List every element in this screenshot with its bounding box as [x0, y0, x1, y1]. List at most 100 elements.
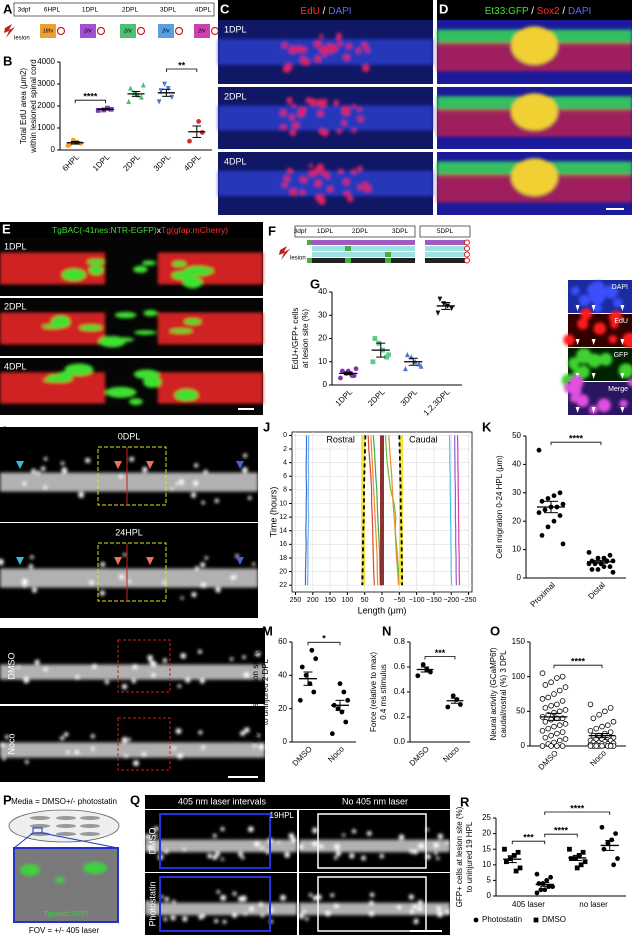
neuron [308, 893, 313, 897]
edu-nucleus [292, 122, 300, 130]
neuron [351, 829, 357, 834]
neuron [171, 915, 176, 921]
edu-nucleus [346, 43, 352, 50]
neuron [193, 480, 199, 486]
neuron [162, 658, 168, 663]
neuron [30, 555, 34, 559]
title-part: Sox2 [537, 6, 560, 17]
neuron [330, 893, 335, 898]
x-tick-label: 1DPL [91, 152, 112, 173]
trace-line [398, 435, 403, 586]
neuron [144, 833, 151, 840]
data-point [548, 732, 554, 739]
neuron [436, 906, 442, 911]
data-point [556, 737, 563, 744]
neuron [232, 912, 238, 918]
edu-nucleus [298, 106, 306, 114]
data-point [607, 743, 614, 749]
data-point [587, 701, 594, 708]
column-label: No 405 nm laser [342, 796, 408, 806]
neuron [258, 901, 264, 907]
neuron [276, 840, 281, 844]
significance-label: * [322, 634, 326, 644]
nucleus [610, 310, 623, 322]
y-tick-label: 40 [278, 670, 287, 679]
timeline [419, 225, 471, 238]
neuron [60, 461, 65, 466]
significance-bracket [424, 656, 456, 660]
y-tick-label: 3000 [37, 79, 55, 88]
neuron [425, 854, 431, 860]
edu-nucleus [302, 58, 310, 66]
data-point [353, 366, 359, 372]
panel-title: Et33:GFP / Sox2 / DAPI [485, 6, 592, 17]
panel-label: E [2, 221, 11, 236]
neuron [31, 468, 36, 474]
y-tick-label: 20 [512, 516, 521, 525]
scale-bar [238, 408, 254, 410]
gfp-signal [172, 261, 187, 267]
neuron [180, 653, 186, 659]
data-point [545, 496, 551, 501]
neuron [203, 469, 208, 474]
neuron [121, 736, 128, 743]
neuron [99, 590, 105, 596]
data-point [545, 725, 552, 732]
neuron [241, 856, 245, 860]
data-point [559, 673, 566, 680]
neuron [85, 457, 91, 464]
data-point [504, 859, 509, 865]
neuron [34, 659, 40, 665]
x-tick-label: DMSO [408, 745, 431, 768]
neuron [260, 913, 265, 918]
data-point [140, 82, 146, 88]
neuron [254, 840, 260, 847]
neuron [216, 890, 221, 894]
gfp-signal [86, 259, 106, 265]
neuron [258, 743, 265, 750]
data-point [613, 831, 618, 836]
gfp-signal [169, 328, 193, 334]
row-label: 2DPL [224, 91, 247, 101]
data-point [615, 856, 620, 861]
y-tick-label: 8 [283, 487, 287, 494]
transgene-label: Tg(islet1:GFP) [43, 911, 89, 918]
neuron [334, 856, 338, 860]
micrograph-detail [0, 649, 265, 690]
edu-nucleus [308, 163, 314, 168]
x-tick-label: Noco [441, 744, 461, 764]
lesion-icon [4, 24, 15, 38]
micrograph-detail [437, 93, 632, 137]
row-label: EdU [614, 318, 628, 325]
data-point [437, 296, 443, 302]
edu-nucleus [289, 188, 298, 196]
x-tick-label: 3DPL [399, 387, 420, 408]
data-point [610, 718, 617, 725]
micrograph-detail [437, 26, 632, 72]
y-tick-label: 0 [487, 891, 492, 900]
row-label: 2DPL [4, 301, 27, 311]
data-point [596, 711, 602, 718]
scale-bar [228, 776, 258, 778]
x-tick-label: no laser [579, 900, 608, 909]
y-tick-label: 15 [482, 844, 491, 853]
neuron [74, 750, 80, 755]
significance-bracket [166, 68, 198, 72]
legend-swatch [473, 917, 479, 923]
neuron [247, 496, 252, 500]
neuron [199, 678, 205, 684]
neuron [349, 853, 355, 859]
title-part: / [560, 6, 568, 17]
scale-bar [606, 208, 624, 210]
trace-line [361, 435, 367, 586]
edu-nucleus [336, 129, 342, 135]
edu-nucleus [292, 103, 297, 108]
pulse-label: 18hr [42, 28, 54, 34]
pulse-box [194, 24, 210, 38]
edu-nucleus [327, 186, 334, 193]
x-tick-label: DMSO [291, 745, 314, 768]
y-tick-label: 60 [278, 637, 287, 646]
edu-nucleus [305, 97, 312, 104]
data-point [551, 723, 557, 730]
arrowhead [591, 305, 596, 311]
